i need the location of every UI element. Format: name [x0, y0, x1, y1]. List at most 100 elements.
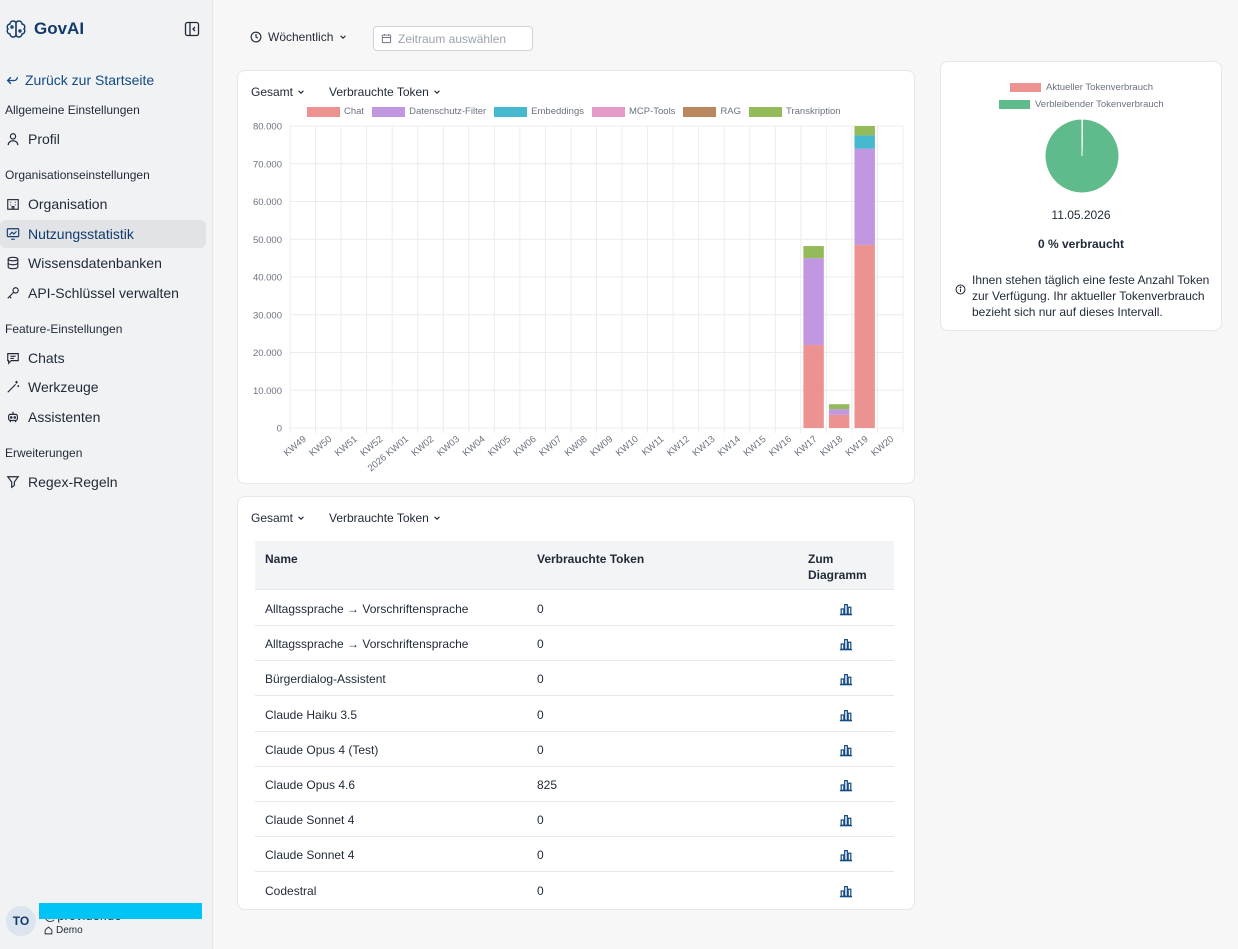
bar-chart-icon[interactable] [839, 884, 853, 898]
sidebar-item-api-keys[interactable]: API-Schlüssel verwalten [0, 279, 206, 307]
app-name: GovAI [34, 19, 85, 38]
table-metric-dropdown[interactable]: Verbrauchte Token [329, 511, 441, 525]
bar-chart-icon[interactable] [839, 708, 853, 722]
sidebar-item-profil[interactable]: Profil [0, 125, 206, 153]
table-row: Claude Opus 4 (Test) 0 [255, 732, 894, 767]
section-organization: Organisationseinstellungen [5, 168, 150, 182]
gauge-legend-remaining[interactable]: Verbleibender Tokenverbrauch [999, 99, 1164, 110]
row-tokens: 0 [537, 637, 544, 651]
back-to-home-link[interactable]: Zurück zur Startseite [6, 72, 154, 88]
x-tick-label: KW08 [563, 434, 590, 459]
legend-item-datenschutz[interactable]: Datenschutz-Filter [372, 106, 486, 117]
legend-item-embeddings[interactable]: Embeddings [494, 106, 584, 117]
chart-scope-dropdown[interactable]: Gesamt [251, 85, 305, 99]
legend-item-chat[interactable]: Chat [307, 106, 364, 117]
bar-chart-icon[interactable] [839, 672, 853, 686]
legend-label: Datenschutz-Filter [409, 106, 487, 117]
sidebar-collapse-icon[interactable] [184, 21, 200, 37]
sidebar-item-werkzeuge[interactable]: Werkzeuge [0, 373, 206, 401]
building-icon [7, 199, 19, 210]
row-tokens: 825 [537, 778, 558, 792]
y-tick-label: 30.000 [253, 310, 282, 321]
bar-chart-icon[interactable] [839, 743, 853, 757]
section-extensions: Erweiterungen [5, 446, 83, 460]
x-tick-label: KW02 [410, 434, 437, 459]
gauge-date: 11.05.2026 [1051, 208, 1111, 222]
sidebar-item-label: Nutzungsstatistik [28, 226, 134, 242]
legend-swatch [1010, 83, 1041, 92]
bar-segment [828, 414, 850, 428]
table-header: Name Verbrauchte Token Zum Diagramm [255, 541, 894, 590]
gauge-info-text: Ihnen stehen täglich eine feste Anzahl T… [972, 273, 1210, 319]
bar-chart-icon[interactable] [839, 813, 853, 827]
bar-segment [854, 148, 875, 245]
y-tick-label: 70.000 [253, 159, 282, 170]
table-row: Codestral 0 [255, 873, 894, 908]
row-tokens: 0 [537, 884, 544, 898]
sidebar-item-label: Werkzeuge [28, 379, 99, 395]
row-name: Alltagssprache → Vorschriftensprache [265, 637, 469, 651]
x-tick-label: KW17 [793, 434, 820, 459]
chevron-down-icon [434, 516, 440, 520]
sidebar-item-wissensdatenbanken[interactable]: Wissensdatenbanken [0, 249, 206, 277]
sidebar-item-label: API-Schlüssel verwalten [28, 285, 179, 301]
gauge-info: Ihnen stehen täglich eine feste Anzahl T… [955, 272, 1213, 320]
legend-item-mcp[interactable]: MCP-Tools [591, 106, 675, 117]
date-range-field[interactable] [373, 26, 533, 51]
chart-metric-label: Verbrauchte Token [329, 85, 429, 99]
bar-segment [854, 126, 875, 136]
sidebar: GovAI Zurück zur Startseite Allgemeine E… [0, 0, 213, 949]
table-metric-label: Verbrauchte Token [329, 511, 429, 525]
column-header-name[interactable]: Name [265, 552, 298, 566]
bar-chart-icon[interactable] [839, 778, 853, 792]
row-tokens: 0 [537, 848, 544, 862]
y-tick-label: 20.000 [253, 348, 282, 359]
section-features: Feature-Einstellungen [5, 322, 123, 336]
brand-logo[interactable]: GovAI [4, 17, 84, 41]
bar-segment [828, 404, 850, 410]
sidebar-item-label: Profil [28, 131, 60, 147]
chart-metric-dropdown[interactable]: Verbrauchte Token [329, 85, 441, 99]
legend-label: Verbleibender Tokenverbrauch [1035, 99, 1164, 110]
bar-chart-icon[interactable] [839, 602, 853, 616]
sidebar-item-chats[interactable]: Chats [0, 344, 206, 372]
table-scope-dropdown[interactable]: Gesamt [251, 511, 305, 525]
token-usage-chart: 0 10.000 20.000 30.000 40.000 50.000 60.000 70.… [253, 122, 904, 474]
row-name: Claude Opus 4.6 [265, 778, 356, 792]
sidebar-item-label: Assistenten [28, 409, 101, 425]
table-row: Alltagssprache → Vorschriftensprache 0 [255, 591, 894, 626]
legend-item-transkription[interactable]: Transkription [749, 106, 841, 117]
y-tick-label: 50.000 [253, 235, 282, 246]
legend-item-rag[interactable]: RAG [683, 106, 741, 117]
home-icon [44, 926, 53, 935]
date-range-input[interactable] [398, 31, 528, 46]
column-header-tokens[interactable]: Verbrauchte Token [537, 552, 645, 566]
legend-label: RAG [720, 106, 742, 117]
legend-label: Transkription [786, 106, 841, 117]
sidebar-item-label: Chats [28, 350, 65, 366]
sidebar-item-label: Wissensdatenbanken [28, 255, 162, 271]
legend-swatch [591, 106, 625, 117]
y-tick-label: 10.000 [253, 386, 282, 397]
column-header-chart-line1: Zum [808, 552, 834, 566]
y-tick-label: 60.000 [253, 197, 282, 208]
bar-segment [803, 344, 824, 428]
user-account[interactable]: TO @provider.de Demo [6, 903, 206, 942]
interval-select[interactable]: Wöchentlich [250, 30, 347, 44]
bar-segment [828, 409, 850, 415]
gauge-legend-used[interactable]: Aktueller Tokenverbrauch [1010, 82, 1153, 93]
sidebar-item-nutzungsstatistik[interactable]: Nutzungsstatistik [0, 220, 206, 248]
back-label: Zurück zur Startseite [25, 72, 155, 88]
row-name: Bürgerdialog-Assistent [265, 672, 386, 686]
sidebar-item-regex-regeln[interactable]: Regex-Regeln [0, 468, 206, 496]
sidebar-item-assistenten[interactable]: Assistenten [0, 403, 206, 431]
x-tick-label: KW04 [461, 434, 488, 459]
chevron-down-icon [340, 35, 347, 39]
bar-chart-icon[interactable] [839, 637, 853, 651]
chart-legend: Chat Datenschutz-Filter Embeddings MCP-T… [307, 106, 841, 117]
row-name: Codestral [265, 884, 317, 898]
legend-swatch [749, 106, 783, 117]
row-name: Claude Opus 4 (Test) [265, 743, 379, 757]
sidebar-item-organisation[interactable]: Organisation [0, 190, 206, 218]
bar-chart-icon[interactable] [839, 848, 853, 862]
